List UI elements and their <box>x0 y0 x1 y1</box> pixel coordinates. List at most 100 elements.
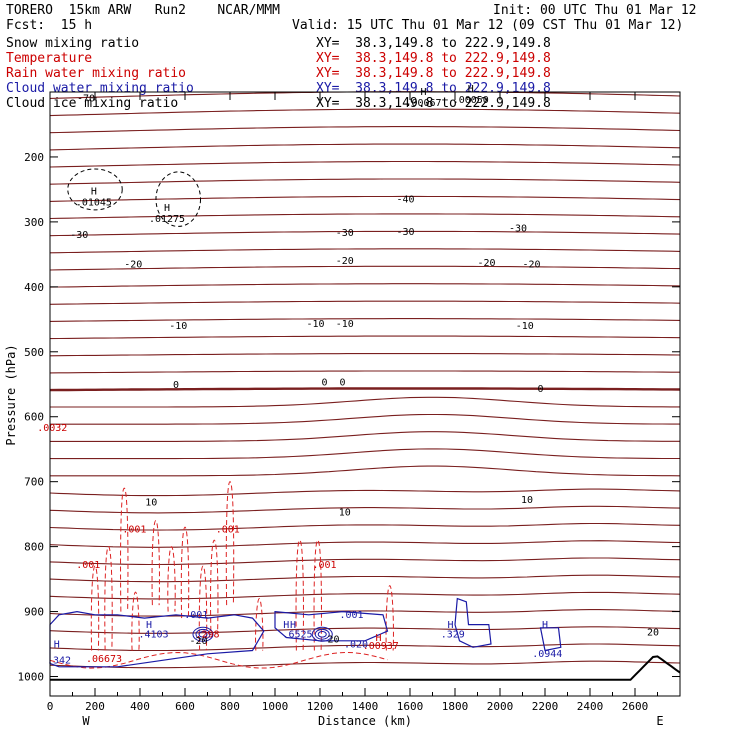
y-tick-label: 700 <box>24 476 44 489</box>
temperature-contour <box>49 143 681 151</box>
y-tick-label: 600 <box>24 411 44 424</box>
cloud-water-contour <box>454 597 492 648</box>
x-tick-label: 1600 <box>397 700 424 713</box>
max-marker: H <box>420 87 426 98</box>
temperature-contour <box>49 505 681 514</box>
temperature-label: -30 <box>336 228 354 239</box>
contour-layer <box>49 91 681 681</box>
temperature-contour <box>49 318 681 322</box>
cloud-water-max-marker: H <box>283 620 289 631</box>
cloud-water-core <box>311 626 333 642</box>
temperature-contour <box>49 540 681 548</box>
temperature-label: -20 <box>336 256 354 267</box>
temperature-contour <box>49 353 681 357</box>
cloud-water-label: .001 <box>184 610 208 621</box>
cloud-water-label: .329 <box>441 630 465 641</box>
cloud-water-label: .4103 <box>138 630 168 641</box>
cloud-water-label: .342 <box>47 656 71 667</box>
temperature-contour <box>49 126 681 134</box>
contour-labels: -70 -40 -30 -30 -30 -30 -20 -20 -20 -20 -10 -10 -10 -… <box>37 84 659 667</box>
x-axis-west-label: W <box>82 714 90 728</box>
temperature-label: -30 <box>70 230 88 241</box>
plot-frame <box>49 91 681 697</box>
temperature-label: 10 <box>339 507 351 518</box>
x-tick-label: 1800 <box>442 700 469 713</box>
temperature-contour <box>50 396 680 408</box>
field-xy-cloud-ice: XY= 38.3,149.8 to 222.9,149.8 <box>316 96 551 111</box>
x-axis-east-label: E <box>656 714 663 728</box>
temperature-label: 0 <box>321 378 327 389</box>
temperature-contour <box>49 643 681 652</box>
x-tick-label: 600 <box>175 700 195 713</box>
temperature-label: 0 <box>339 378 345 389</box>
temperature-label: -10 <box>516 321 534 332</box>
temperature-contour <box>49 230 681 237</box>
field-xy-rain: XY= 38.3,149.8 to 222.9,149.8 <box>316 66 551 81</box>
x-tick-label: 1000 <box>262 700 289 713</box>
temperature-contour <box>49 574 681 583</box>
cloud-ice-contour <box>155 171 202 227</box>
cloud-water-max-marker: H <box>54 639 60 650</box>
rain-label: .001 <box>122 524 146 535</box>
temperature-contour <box>49 283 681 288</box>
y-tick-label: 400 <box>24 281 44 294</box>
x-tick-label: 1200 <box>307 700 334 713</box>
rain-contour <box>210 539 219 632</box>
y-tick-label: 200 <box>24 151 44 164</box>
field-name-snow: Snow mixing ratio <box>6 36 140 51</box>
axis-ticks: 0 200 400 600 800 1000 1200 1400 1600 1800 2000 220… <box>18 92 680 713</box>
forecast-hour: Fcst: 15 h <box>6 18 93 33</box>
temperature-contour <box>49 248 681 254</box>
valid-time: Valid: 15 UTC Thu 01 Mar 12 (09 CST Thu … <box>292 18 684 33</box>
temperature-label: -10 <box>336 319 354 330</box>
x-tick-label: 800 <box>220 700 240 713</box>
temperature-label: 0 <box>537 384 543 395</box>
max-marker: H <box>468 84 474 95</box>
temperature-contour <box>49 178 681 185</box>
cloud-water-core <box>192 626 214 642</box>
temperature-contour <box>49 609 681 617</box>
cloud-water-max-marker: H <box>542 620 548 631</box>
temperature-contour <box>49 387 681 392</box>
temperature-label: -40 <box>396 194 414 205</box>
temperature-contour <box>49 160 681 168</box>
model-title: TORERO 15km ARW Run2 NCAR/MMM <box>6 3 280 18</box>
temperature-label: 0 <box>173 380 179 391</box>
cloud-water-label: .020 <box>344 639 368 650</box>
temperature-label: 10 <box>521 495 533 506</box>
field-name-cloud-ice: Cloud ice mixing ratio <box>6 96 179 111</box>
terrain-line <box>50 655 681 681</box>
field-xy-snow: XY= 38.3,149.8 to 222.9,149.8 <box>316 36 551 51</box>
cloud-water-core <box>317 631 327 638</box>
max-marker: H <box>91 187 97 198</box>
temperature-label: -20 <box>189 636 207 647</box>
temperature-contour <box>49 522 681 531</box>
temperature-label: -10 <box>169 321 187 332</box>
temperature-contour <box>49 300 681 305</box>
cloud-water-contour <box>539 627 562 652</box>
y-tick-label: 1000 <box>18 671 45 684</box>
temperature-contour <box>49 195 681 202</box>
rain-contour <box>151 520 160 606</box>
temperature-contour <box>49 660 681 669</box>
cloud-water-max-marker: H <box>290 620 296 631</box>
rain-contour <box>90 565 100 651</box>
cloud-water-max-marker: H <box>447 620 453 631</box>
rain-label: .06673 <box>86 654 122 665</box>
temperature-contour <box>49 591 681 600</box>
cloud-water-core <box>198 631 208 638</box>
temperature-label: -30 <box>509 224 527 235</box>
temperature-contour <box>49 626 681 634</box>
rain-contour <box>198 565 208 651</box>
cloud-water-max-marker: H <box>146 620 152 631</box>
cloud-water-core <box>314 628 330 640</box>
rain-label: .001 <box>216 524 240 535</box>
cloud-water-label: .001 <box>339 610 363 621</box>
rain-contour <box>104 546 113 651</box>
rain-contour <box>131 591 140 651</box>
rain-label: .001 <box>312 560 336 571</box>
field-xy-temperature: XY= 38.3,149.8 to 222.9,149.8 <box>316 51 551 66</box>
temperature-label: 10 <box>145 498 157 509</box>
temperature-contour <box>50 431 680 442</box>
temperature-contour <box>49 265 681 271</box>
